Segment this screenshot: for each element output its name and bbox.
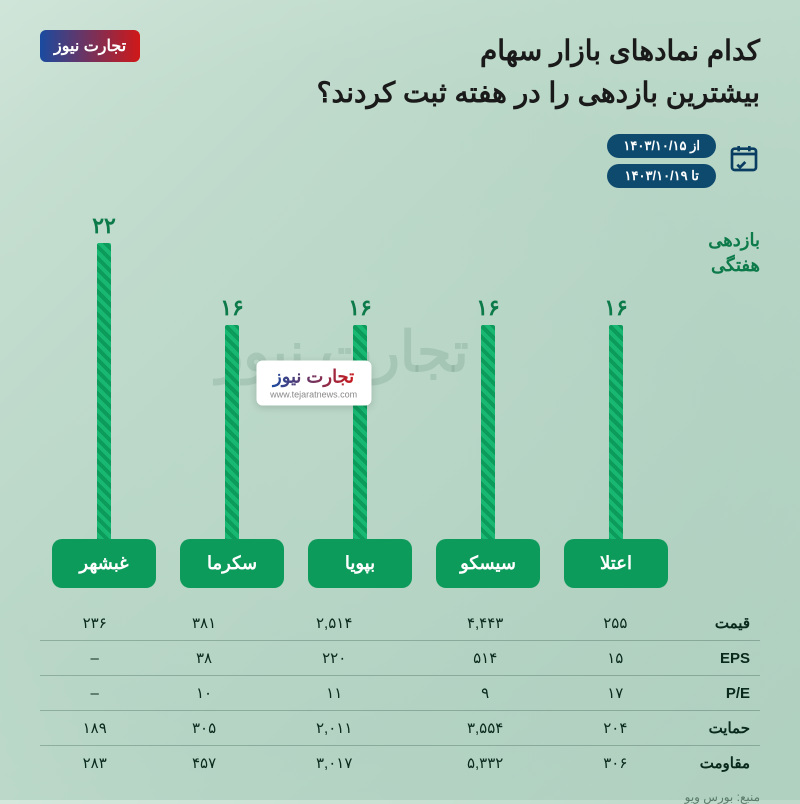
table-row: EPS۱۵۵۱۴۲۲۰۳۸– <box>40 641 760 676</box>
bar-group: ۱۶ سکرما <box>177 295 287 588</box>
bar-group: ۱۶ سیسکو <box>433 295 543 588</box>
bar-stick <box>353 325 367 543</box>
table-cell: ۴۵۷ <box>149 746 258 781</box>
bar-label: سیسکو <box>436 539 540 588</box>
table-row: مقاومت۳۰۶۵,۳۳۲۳,۰۱۷۴۵۷۲۸۳ <box>40 746 760 781</box>
bar-value: ۱۶ <box>604 295 628 321</box>
table-row: حمایت۲۰۴۳,۵۵۴۲,۰۱۱۳۰۵۱۸۹ <box>40 711 760 746</box>
bar-chart: بازدهی هفتگی تجارت نیوز تجارت نیوز www.t… <box>40 208 760 588</box>
main-container: کدام نمادهای بازار سهام بیشترین بازدهی ر… <box>0 0 800 800</box>
bar-label: غبشهر <box>52 539 156 588</box>
table-cell: ۲,۰۱۱ <box>259 711 410 746</box>
page-title: کدام نمادهای بازار سهام بیشترین بازدهی ر… <box>317 30 760 114</box>
table-cell: ۳۸۱ <box>149 606 258 641</box>
table-cell: ۲۰۴ <box>561 711 670 746</box>
table-row: P/E۱۷۹۱۱۱۰– <box>40 676 760 711</box>
data-table: قیمت۲۵۵۴,۴۴۳۲,۵۱۴۳۸۱۲۳۶EPS۱۵۵۱۴۲۲۰۳۸–P/E… <box>40 606 760 780</box>
table-cell: ۳۰۵ <box>149 711 258 746</box>
table-cell: ۳۰۶ <box>561 746 670 781</box>
bar-group: ۱۶ اعتلا <box>561 295 671 588</box>
table-cell: ۲۸۳ <box>40 746 149 781</box>
date-range: از ۱۴۰۳/۱۰/۱۵ تا ۱۴۰۳/۱۰/۱۹ <box>40 134 760 188</box>
bar-stick <box>225 325 239 543</box>
bar-value: ۱۶ <box>220 295 244 321</box>
table-cell: ۵۱۴ <box>410 641 561 676</box>
row-header: P/E <box>670 676 760 711</box>
bar-label: بپویا <box>308 539 412 588</box>
table-cell: ۲۵۵ <box>561 606 670 641</box>
table-row: قیمت۲۵۵۴,۴۴۳۲,۵۱۴۳۸۱۲۳۶ <box>40 606 760 641</box>
table-cell: – <box>40 676 149 711</box>
row-header: مقاومت <box>670 746 760 781</box>
table-cell: ۱۵ <box>561 641 670 676</box>
bar-value: ۲۲ <box>92 213 116 239</box>
bar-value: ۱۶ <box>348 295 372 321</box>
header: کدام نمادهای بازار سهام بیشترین بازدهی ر… <box>40 30 760 114</box>
ylabel-line2: هفتگی <box>708 253 760 278</box>
calendar-icon <box>728 142 760 181</box>
table-cell: ۱۱ <box>259 676 410 711</box>
row-header: قیمت <box>670 606 760 641</box>
ylabel-line1: بازدهی <box>708 228 760 253</box>
table-cell: ۳۸ <box>149 641 258 676</box>
table-cell: ۱۸۹ <box>40 711 149 746</box>
data-table-area: قیمت۲۵۵۴,۴۴۳۲,۵۱۴۳۸۱۲۳۶EPS۱۵۵۱۴۲۲۰۳۸–P/E… <box>40 606 760 780</box>
table-cell: – <box>40 641 149 676</box>
title-line-1: کدام نمادهای بازار سهام <box>317 30 760 72</box>
table-cell: ۹ <box>410 676 561 711</box>
bar-stick <box>97 243 111 543</box>
table-cell: ۱۰ <box>149 676 258 711</box>
bar-stick <box>481 325 495 543</box>
row-header: EPS <box>670 641 760 676</box>
table-cell: ۴,۴۴۳ <box>410 606 561 641</box>
watermark-url: www.tejaratnews.com <box>270 389 357 399</box>
table-cell: ۲,۵۱۴ <box>259 606 410 641</box>
bar-group: ۱۶ بپویا <box>305 295 415 588</box>
date-from: از ۱۴۰۳/۱۰/۱۵ <box>607 134 716 158</box>
bar-label: اعتلا <box>564 539 668 588</box>
watermark-logo-box: تجارت نیوز www.tejaratnews.com <box>256 360 371 405</box>
table-cell: ۲۳۶ <box>40 606 149 641</box>
brand-logo: تجارت نیوز <box>40 30 140 62</box>
table-cell: ۱۷ <box>561 676 670 711</box>
bar-group: ۲۲ غبشهر <box>49 213 159 588</box>
table-cell: ۲۲۰ <box>259 641 410 676</box>
logo-text: تجارت نیوز <box>54 36 126 56</box>
table-cell: ۳,۰۱۷ <box>259 746 410 781</box>
bar-label: سکرما <box>180 539 284 588</box>
chart-ylabel: بازدهی هفتگی <box>708 228 760 278</box>
date-pills: از ۱۴۰۳/۱۰/۱۵ تا ۱۴۰۳/۱۰/۱۹ <box>607 134 716 188</box>
source-label: منبع: بورس ویو <box>40 790 760 804</box>
watermark-badge: تجارت نیوز www.tejaratnews.com <box>256 360 371 405</box>
date-to: تا ۱۴۰۳/۱۰/۱۹ <box>607 164 716 188</box>
table-cell: ۵,۳۳۲ <box>410 746 561 781</box>
bar-value: ۱۶ <box>476 295 500 321</box>
watermark-logo-text: تجارت نیوز <box>270 366 357 387</box>
title-line-2: بیشترین بازدهی را در هفته ثبت کردند؟ <box>317 72 760 114</box>
bar-stick <box>609 325 623 543</box>
table-cell: ۳,۵۵۴ <box>410 711 561 746</box>
row-header: حمایت <box>670 711 760 746</box>
